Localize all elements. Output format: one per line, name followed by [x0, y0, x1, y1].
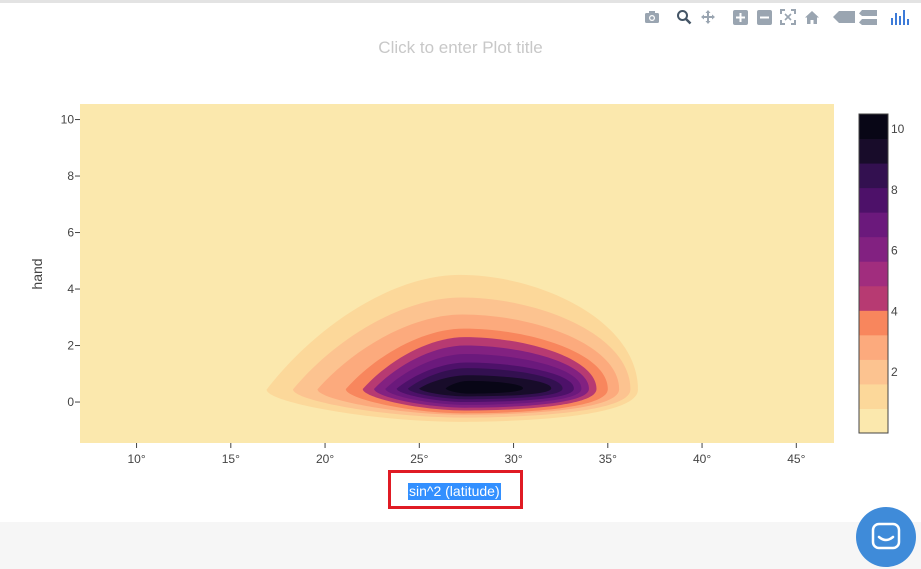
x-tick-label: 30°: [504, 452, 522, 466]
colorbar-band: [859, 261, 888, 287]
colorbar-band: [859, 334, 888, 360]
colorbar: 2 4 6 8 10: [858, 113, 905, 434]
colorbar-band: [859, 187, 888, 213]
zoom-icon[interactable]: [672, 7, 696, 27]
y-tick-label: 6: [67, 226, 74, 240]
colorbar-band: [859, 138, 888, 164]
x-tick-label: 45°: [787, 452, 805, 466]
reset-axes-icon[interactable]: [800, 7, 824, 27]
colorbar-band: [859, 310, 888, 336]
highlight-box: [388, 470, 523, 509]
colorbar-band: [859, 163, 888, 189]
x-tick-label: 25°: [410, 452, 428, 466]
pan-icon[interactable]: [696, 7, 720, 27]
plot-area[interactable]: [80, 104, 834, 443]
colorbar-band: [859, 383, 888, 409]
x-axis: 10° 15° 20° 25° 30° 35° 40° 45°: [127, 443, 806, 466]
colorbar-tick-label: 8: [891, 183, 898, 197]
x-tick-label: 20°: [316, 452, 334, 466]
colorbar-tick-label: 6: [891, 244, 898, 258]
contour-level-10: [445, 380, 523, 394]
y-tick-label: 4: [67, 282, 74, 296]
top-divider: [0, 0, 921, 3]
colorbar-band: [859, 236, 888, 262]
autoscale-icon[interactable]: [776, 7, 800, 27]
x-tick-label: 15°: [222, 452, 240, 466]
modebar: [640, 7, 912, 27]
x-tick-label: 10°: [127, 452, 145, 466]
zoom-in-icon[interactable]: [728, 7, 752, 27]
colorbar-outline: [858, 113, 889, 434]
plot-title-placeholder[interactable]: Click to enter Plot title: [378, 38, 543, 57]
colorbar-tick-label: 10: [891, 122, 905, 136]
x-tick-label: 35°: [599, 452, 617, 466]
colorbar-band: [859, 408, 888, 434]
chat-icon: [871, 522, 901, 550]
hover-compare-icon[interactable]: [856, 7, 880, 27]
colorbar-tick-label: 4: [891, 304, 898, 318]
hover-closest-icon[interactable]: [832, 7, 856, 27]
y-tick-label: 10: [61, 113, 75, 127]
colorbar-band: [859, 114, 888, 140]
y-axis: 0 2 4 6 8 10: [61, 113, 80, 409]
y-tick-label: 2: [67, 339, 74, 353]
chat-launcher-button[interactable]: [856, 507, 916, 567]
colorbar-band: [859, 285, 888, 311]
colorbar-tick-label: 2: [891, 365, 898, 379]
y-tick-label: 8: [67, 169, 74, 183]
y-axis-title[interactable]: hand: [29, 258, 45, 289]
y-tick-label: 0: [67, 395, 74, 409]
colorbar-band: [859, 212, 888, 238]
zoom-out-icon[interactable]: [752, 7, 776, 27]
colorbar-band: [859, 359, 888, 385]
page-footer-band: [0, 522, 921, 569]
plotly-logo-icon[interactable]: [888, 7, 912, 27]
x-tick-label: 40°: [693, 452, 711, 466]
camera-icon[interactable]: [640, 7, 664, 27]
x-axis-title[interactable]: sin^2 (latitude): [408, 483, 501, 500]
